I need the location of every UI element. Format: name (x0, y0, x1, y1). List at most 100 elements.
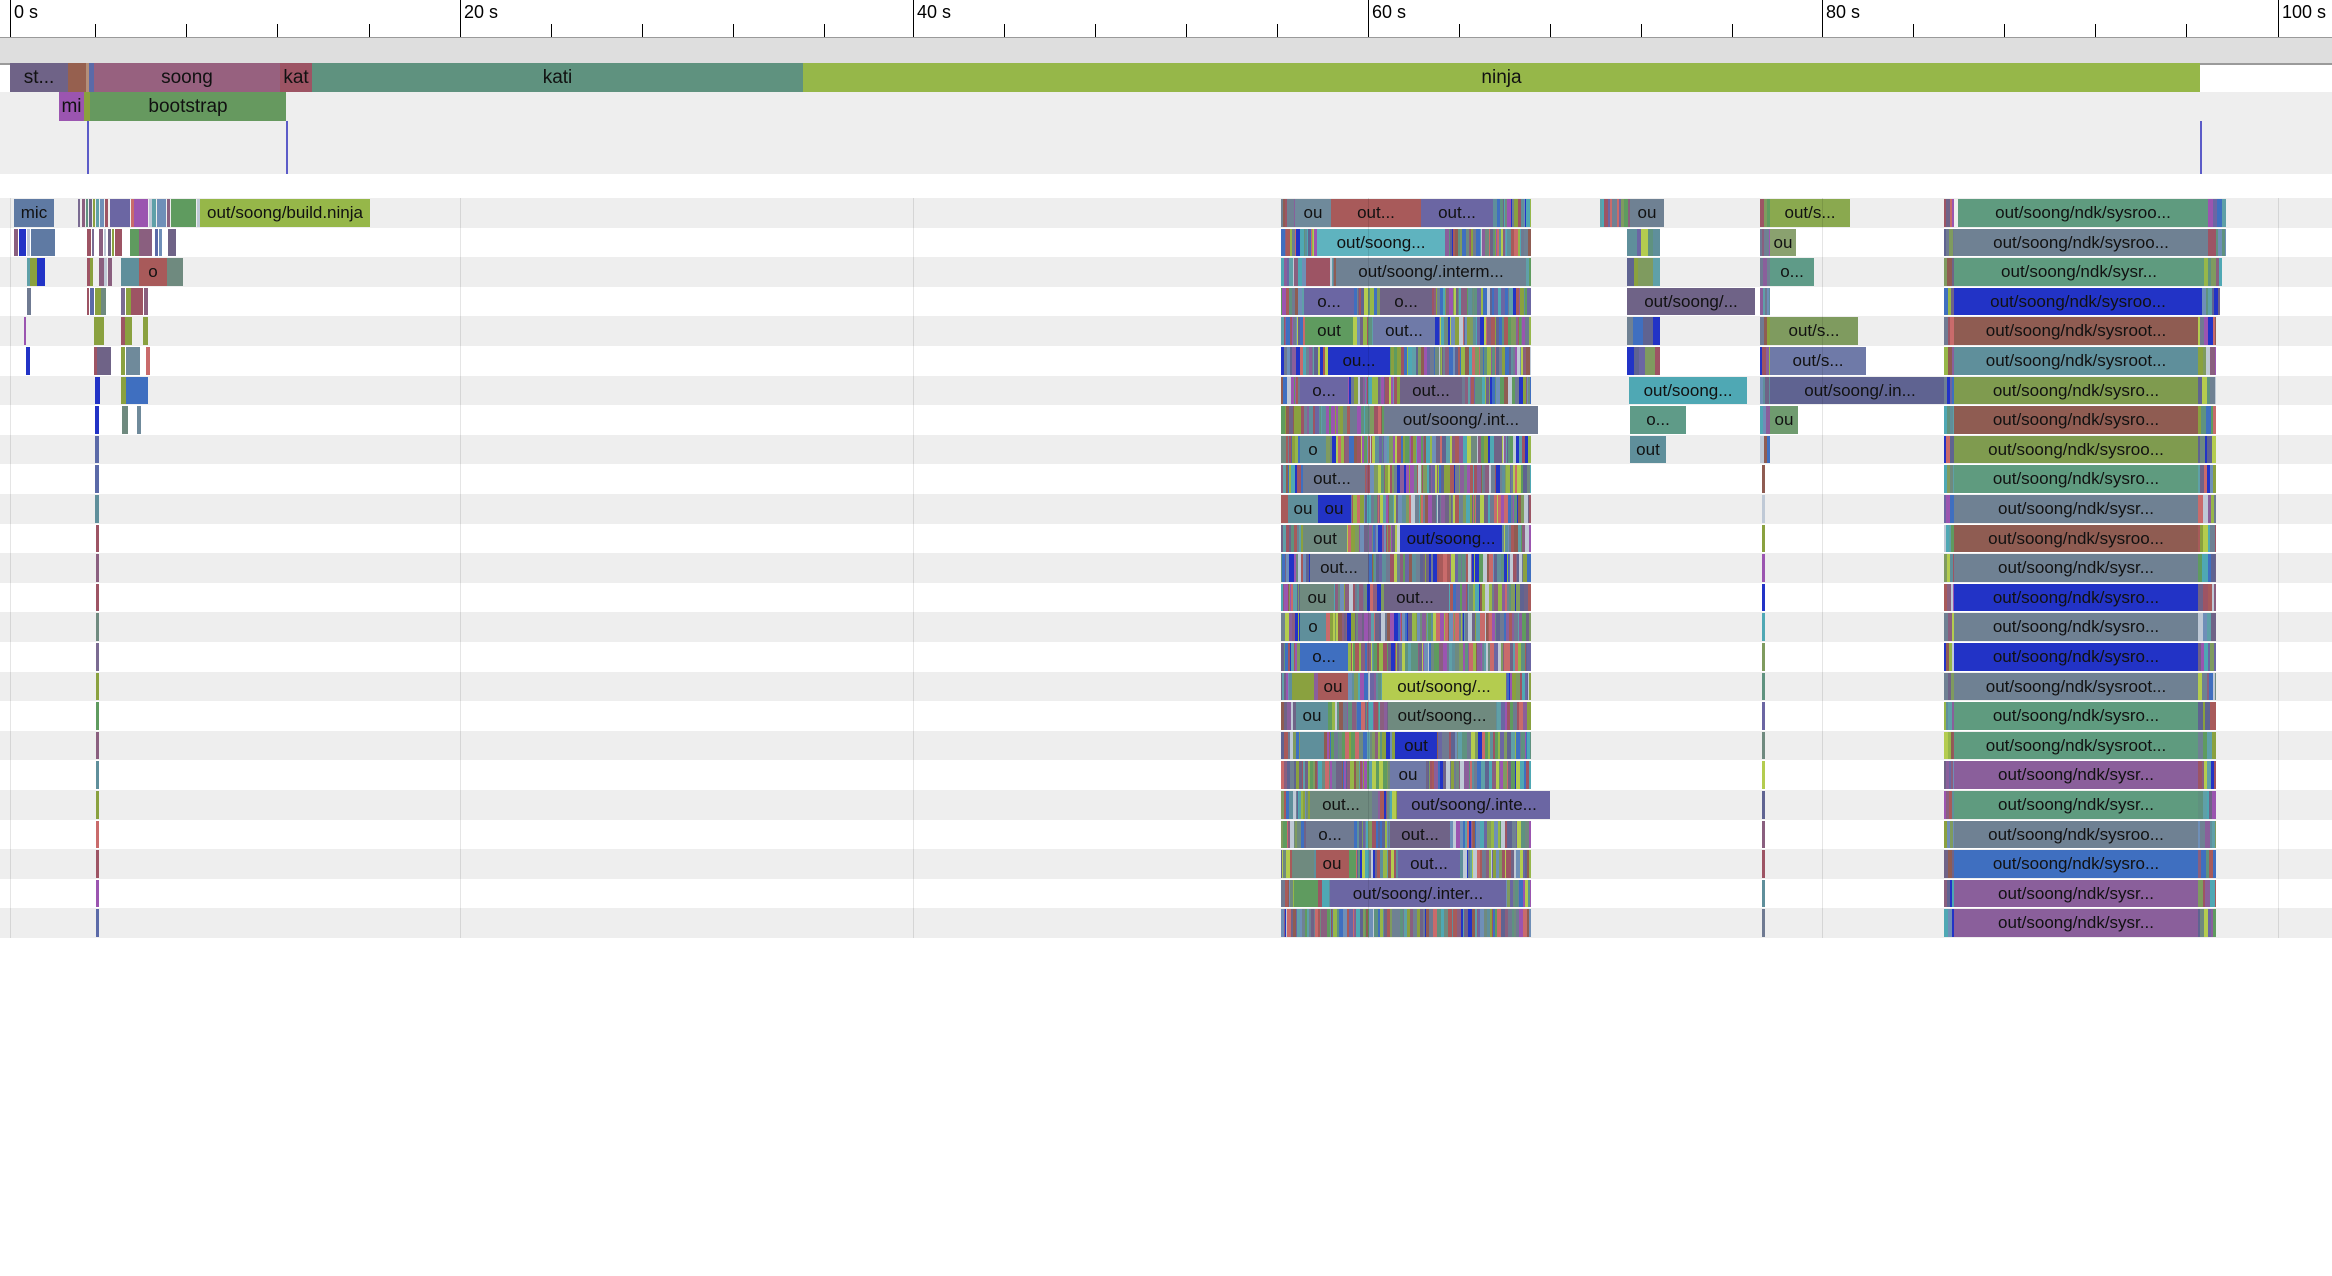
flame-block[interactable] (1440, 317, 1441, 345)
flame-block[interactable] (1448, 317, 1450, 345)
flame-block[interactable] (1378, 672, 1381, 701)
flame-block[interactable] (1762, 761, 1765, 789)
flame-block[interactable] (1427, 613, 1428, 641)
flame-block[interactable] (1509, 228, 1511, 257)
flame-block[interactable] (1455, 554, 1458, 582)
flame-block[interactable] (1330, 731, 1331, 760)
flame-block[interactable] (1498, 583, 1502, 612)
flame-block[interactable] (96, 702, 99, 730)
flame-block[interactable]: o (1300, 731, 1324, 760)
flame-block[interactable] (1514, 524, 1518, 553)
flame-block[interactable] (1351, 376, 1354, 405)
flame-block[interactable] (1944, 406, 1947, 434)
flame-block[interactable] (1505, 228, 1506, 257)
flame-block[interactable] (1764, 199, 1767, 227)
flame-block[interactable] (1344, 761, 1346, 789)
flame-block[interactable]: out/soong/... (1382, 672, 1506, 701)
flame-block[interactable] (1944, 643, 1946, 671)
flame-block[interactable] (1437, 495, 1438, 523)
flame-block[interactable] (1463, 495, 1466, 523)
flame-block[interactable] (1286, 317, 1290, 345)
flame-block[interactable] (1446, 465, 1450, 493)
flame-block[interactable] (1298, 435, 1301, 464)
flame-block[interactable] (1435, 347, 1439, 375)
flame-block[interactable] (1297, 791, 1298, 819)
flame-block[interactable] (1506, 672, 1507, 701)
flame-block[interactable] (1439, 317, 1440, 345)
flame-block[interactable] (1349, 731, 1351, 760)
flame-block[interactable] (1426, 613, 1427, 641)
flame-block[interactable] (1482, 643, 1484, 671)
flame-block[interactable] (1476, 613, 1480, 641)
flame-block[interactable] (1484, 317, 1486, 345)
flame-block[interactable] (1479, 347, 1480, 375)
overview-block[interactable] (89, 63, 94, 92)
flame-block[interactable] (1516, 731, 1520, 760)
flame-block[interactable] (1467, 465, 1470, 493)
flame-block[interactable] (1949, 761, 1951, 789)
flame-block[interactable] (1441, 347, 1442, 375)
flame-block[interactable] (1404, 347, 1407, 375)
flame-block[interactable] (1309, 554, 1310, 582)
flame-block[interactable] (1421, 347, 1424, 375)
flame-block[interactable] (89, 199, 92, 227)
flame-block[interactable] (2212, 791, 2216, 819)
flame-block[interactable] (1521, 317, 1522, 345)
flame-block[interactable] (1765, 287, 1767, 316)
flame-block[interactable] (1281, 613, 1285, 641)
flame-block[interactable] (146, 347, 150, 375)
flame-block[interactable] (1363, 583, 1364, 612)
flame-block[interactable] (1495, 731, 1498, 760)
flame-block[interactable] (1293, 791, 1296, 819)
flame-block[interactable] (1332, 258, 1333, 286)
flame-block[interactable] (1441, 465, 1444, 493)
flame-block[interactable] (1444, 465, 1446, 493)
flame-block[interactable] (1522, 435, 1525, 464)
flame-block[interactable] (2210, 347, 2215, 375)
flame-block[interactable] (2207, 672, 2209, 701)
flame-block[interactable] (96, 199, 99, 227)
flame-block[interactable] (1510, 702, 1513, 730)
flame-block[interactable] (1295, 376, 1296, 405)
flame-block[interactable] (1341, 435, 1344, 464)
flame-block[interactable] (1394, 495, 1396, 523)
flame-block[interactable] (1600, 199, 1602, 227)
flame-block[interactable] (96, 909, 99, 937)
flame-block[interactable] (1370, 583, 1373, 612)
flame-block[interactable] (1368, 672, 1370, 701)
flame-block[interactable] (1948, 731, 1951, 760)
flame-block[interactable] (1528, 672, 1529, 701)
flame-block[interactable] (1435, 465, 1437, 493)
flame-block[interactable] (96, 672, 99, 701)
flame-block[interactable] (1494, 583, 1498, 612)
flame-block[interactable] (1488, 435, 1490, 464)
flame-block[interactable] (1330, 613, 1333, 641)
flame-block[interactable] (1473, 465, 1474, 493)
flame-block[interactable] (1467, 731, 1471, 760)
flame-block[interactable] (1402, 495, 1406, 523)
flame-block[interactable] (1292, 317, 1293, 345)
flame-block[interactable] (1504, 554, 1507, 582)
flame-block[interactable] (1493, 731, 1495, 760)
flame-block[interactable]: o... (1300, 643, 1348, 671)
flame-block[interactable] (1365, 406, 1369, 434)
flame-block[interactable] (1443, 554, 1447, 582)
flame-block[interactable] (1766, 228, 1769, 257)
flame-block[interactable] (1286, 524, 1289, 553)
flame-block[interactable] (1397, 465, 1400, 493)
flame-block[interactable] (1477, 465, 1481, 493)
flame-block[interactable] (1355, 583, 1357, 612)
flame-block[interactable] (1440, 287, 1443, 316)
flame-block[interactable] (1284, 583, 1288, 612)
flame-block[interactable] (1307, 228, 1308, 257)
flame-block[interactable] (2212, 287, 2214, 316)
flame-block[interactable] (1304, 406, 1307, 434)
flame-block[interactable] (1342, 583, 1344, 612)
flame-block[interactable] (1288, 435, 1289, 464)
flame-block[interactable] (1451, 317, 1455, 345)
flame-block[interactable] (1478, 731, 1482, 760)
flame-block[interactable] (1397, 643, 1399, 671)
flame-block[interactable] (1475, 583, 1479, 612)
flame-block[interactable] (1454, 465, 1455, 493)
flame-block[interactable]: out... (1310, 791, 1372, 819)
